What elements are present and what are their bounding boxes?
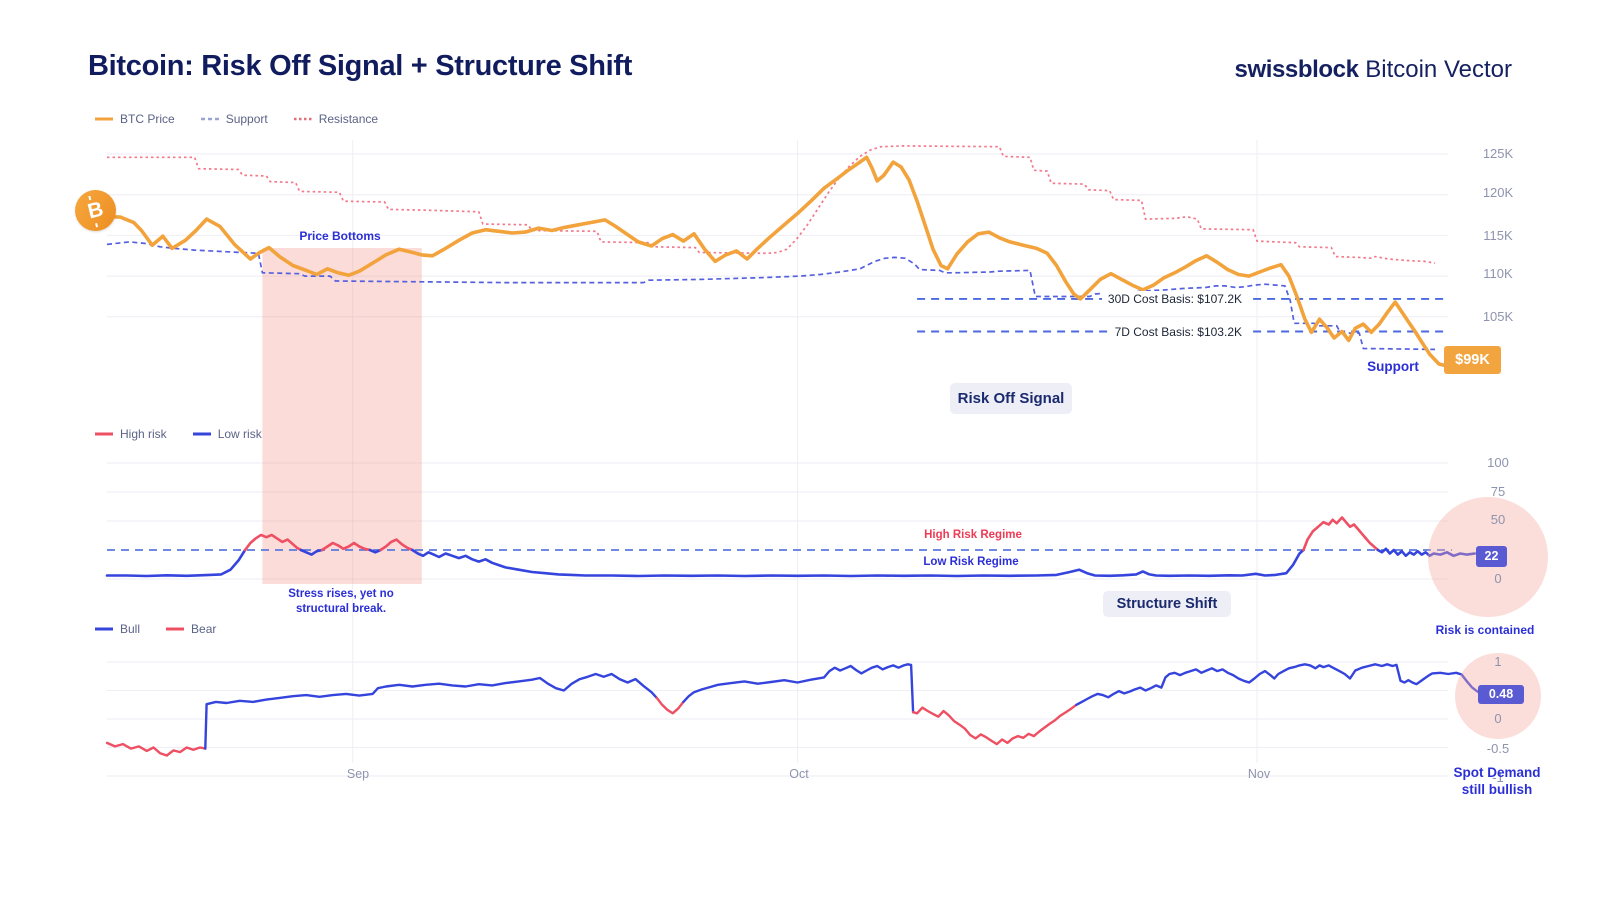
risk-contained-note: Risk is contained xyxy=(1435,623,1535,637)
cost-basis-30d-label: 30D Cost Basis: $107.2K xyxy=(1101,291,1248,307)
y-tick-75: 75 xyxy=(1490,484,1506,499)
y-tick-115k: 115K xyxy=(1483,228,1513,243)
y-tick-1: 1 xyxy=(1494,654,1502,669)
resistance-line-swatch-icon xyxy=(293,117,312,121)
y-tick-0: 0 xyxy=(1494,571,1502,586)
legend-item-low-risk[interactable]: Low risk xyxy=(192,427,262,441)
bull-line-swatch-icon xyxy=(95,627,113,631)
spot-demand-line1: Spot Demand xyxy=(1453,765,1541,780)
support-annotation: Support xyxy=(1367,359,1419,374)
legend-label: Bull xyxy=(120,622,141,636)
y-tick-120k: 120K xyxy=(1482,185,1514,200)
brand-logo-regular: Bitcoin Vector xyxy=(1358,56,1512,83)
bear-line-swatch-icon xyxy=(166,627,185,631)
btc-price-line-swatch-icon xyxy=(95,117,113,121)
y-tick-50: 50 xyxy=(1490,512,1506,527)
y-tick-neg1: -1 xyxy=(1492,770,1504,785)
stress-note-line2: structural break. xyxy=(295,603,387,615)
legend-item-support[interactable]: Support xyxy=(200,112,268,126)
structure-shift-chip: Structure Shift xyxy=(1103,591,1231,617)
low-risk-line-swatch-icon xyxy=(192,432,211,436)
legend-label: BTC Price xyxy=(120,112,175,126)
legend-label: Resistance xyxy=(318,112,379,126)
legend-item-btc-price[interactable]: BTC Price xyxy=(95,112,175,126)
brand-logo-bold: swissblock xyxy=(1234,56,1359,83)
risk-value-badge: 22 xyxy=(1476,546,1507,567)
y-tick-110k: 110K xyxy=(1483,266,1513,281)
price-badge: $99K xyxy=(1444,346,1501,374)
legend-label: Support xyxy=(225,112,268,126)
legend-label: Low risk xyxy=(217,427,262,441)
spot-demand-line2: still bullish xyxy=(1461,781,1533,797)
cost-basis-7d-label: 7D Cost Basis: $103.2K xyxy=(1108,324,1248,340)
price-panel-legend: BTC Price Support Resistance xyxy=(95,112,378,126)
x-tick-oct: Oct xyxy=(789,767,809,781)
y-tick-zero: 0 xyxy=(1494,711,1502,726)
y-tick-100: 100 xyxy=(1487,455,1509,470)
stress-note: Stress rises, yet no structural break. xyxy=(251,587,431,617)
legend-label: High risk xyxy=(120,427,167,441)
x-tick-sep: Sep xyxy=(346,767,370,781)
legend-item-high-risk[interactable]: High risk xyxy=(95,427,167,441)
x-tick-nov: Nov xyxy=(1247,767,1271,781)
legend-item-bull[interactable]: Bull xyxy=(95,622,140,636)
risk-panel-legend: High risk Low risk xyxy=(95,427,262,441)
sentiment-value-badge: 0.48 xyxy=(1478,685,1524,704)
support-line-swatch-icon xyxy=(200,117,219,121)
legend-item-bear[interactable]: Bear xyxy=(166,622,216,636)
risk-off-signal-chip: Risk Off Signal xyxy=(950,383,1072,414)
page-title: Bitcoin: Risk Off Signal + Structure Shi… xyxy=(88,50,633,82)
y-tick-125k: 125K xyxy=(1482,146,1514,161)
legend-item-resistance[interactable]: Resistance xyxy=(293,112,379,126)
price-bottoms-annotation: Price Bottoms xyxy=(299,229,381,243)
high-risk-regime-label: High Risk Regime xyxy=(924,529,1022,541)
legend-label: Bear xyxy=(191,622,217,636)
high-risk-line-swatch-icon xyxy=(95,432,113,436)
spot-demand-note: Spot Demand still bullish xyxy=(1437,765,1557,798)
stress-note-line1: Stress rises, yet no xyxy=(288,588,394,600)
y-tick-neg05: -0.5 xyxy=(1486,741,1510,756)
sentiment-panel-legend: Bull Bear xyxy=(95,622,216,636)
y-tick-105k: 105K xyxy=(1482,309,1514,324)
brand-logo: swissblock Bitcoin Vector xyxy=(1235,56,1513,84)
low-risk-regime-label: Low Risk Regime xyxy=(923,556,1019,568)
